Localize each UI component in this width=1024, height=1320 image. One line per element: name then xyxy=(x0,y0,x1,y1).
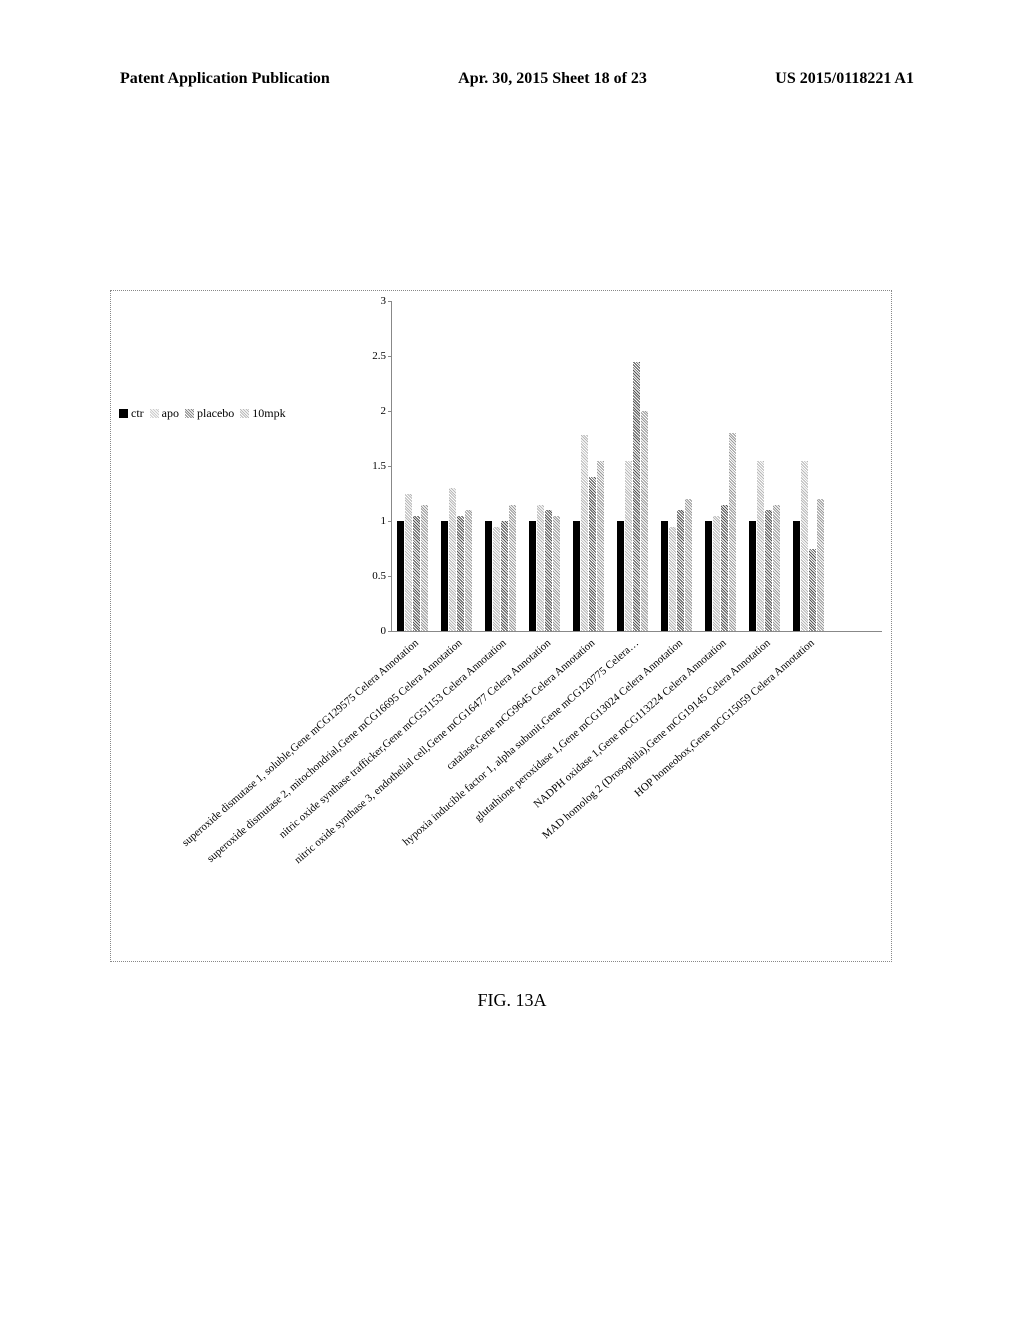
bar xyxy=(413,516,420,632)
legend-label: 10mpk xyxy=(252,406,285,421)
bar xyxy=(749,521,756,631)
y-tick-mark xyxy=(388,631,392,632)
bar xyxy=(817,499,824,631)
y-tick-mark xyxy=(388,356,392,357)
bar-group xyxy=(705,433,737,631)
bar xyxy=(457,516,464,632)
bar xyxy=(449,488,456,631)
y-tick-label: 0 xyxy=(381,625,387,637)
bar xyxy=(581,435,588,631)
bar xyxy=(661,521,668,631)
bar xyxy=(801,461,808,632)
bar-group xyxy=(749,461,781,632)
bar xyxy=(573,521,580,631)
chart-plot-area: 00.511.522.53superoxide dismutase 1, sol… xyxy=(391,301,882,632)
bar xyxy=(553,516,560,632)
bar xyxy=(529,521,536,631)
bar xyxy=(705,521,712,631)
bar xyxy=(589,477,596,631)
bar xyxy=(633,362,640,632)
legend-item: apo xyxy=(150,406,179,421)
y-tick-mark xyxy=(388,576,392,577)
bar xyxy=(641,411,648,631)
bar xyxy=(677,510,684,631)
bar xyxy=(545,510,552,631)
legend-label: placebo xyxy=(197,406,234,421)
y-tick-label: 1 xyxy=(381,515,387,527)
header-right: US 2015/0118221 A1 xyxy=(775,70,914,88)
bar-group xyxy=(441,488,473,631)
bar-group xyxy=(485,505,517,632)
bar xyxy=(405,494,412,632)
bar-group xyxy=(661,499,693,631)
header-mid: Apr. 30, 2015 Sheet 18 of 23 xyxy=(458,70,647,88)
y-tick-label: 0.5 xyxy=(372,570,386,582)
bar xyxy=(441,521,448,631)
bar xyxy=(721,505,728,632)
bar xyxy=(809,549,816,632)
bar xyxy=(493,527,500,632)
bar xyxy=(713,516,720,632)
legend-item: ctr xyxy=(119,406,144,421)
bar-group xyxy=(573,435,605,631)
bar xyxy=(685,499,692,631)
bar xyxy=(501,521,508,631)
bar-group xyxy=(793,461,825,632)
y-tick-mark xyxy=(388,411,392,412)
legend-label: apo xyxy=(162,406,179,421)
header-left: Patent Application Publication xyxy=(120,70,330,88)
legend-item: placebo xyxy=(185,406,234,421)
y-tick-mark xyxy=(388,521,392,522)
chart-container: ctr apo placebo 10mpk 00.511.522.53superoxi… xyxy=(110,290,892,962)
bar xyxy=(617,521,624,631)
bar xyxy=(421,505,428,632)
legend-item: 10mpk xyxy=(240,406,285,421)
bar-group xyxy=(529,505,561,632)
y-tick-label: 3 xyxy=(381,295,387,307)
bar-group xyxy=(397,494,429,632)
bar xyxy=(765,510,772,631)
figure-caption: FIG. 13A xyxy=(0,990,1024,1011)
y-tick-mark xyxy=(388,466,392,467)
legend-swatch xyxy=(240,409,249,418)
bar xyxy=(597,461,604,632)
x-category-label: glutathione peroxidase 1,Gene mCG13024 C… xyxy=(472,637,685,824)
bar-group xyxy=(617,362,649,632)
y-tick-label: 1.5 xyxy=(372,460,386,472)
chart-legend: ctr apo placebo 10mpk xyxy=(119,406,290,421)
bar xyxy=(773,505,780,632)
legend-swatch xyxy=(150,409,159,418)
legend-label: ctr xyxy=(131,406,144,421)
bar xyxy=(397,521,404,631)
y-tick-mark xyxy=(388,301,392,302)
bar xyxy=(757,461,764,632)
legend-swatch xyxy=(119,409,128,418)
bar xyxy=(537,505,544,632)
bar xyxy=(465,510,472,631)
y-tick-label: 2.5 xyxy=(372,350,386,362)
bar xyxy=(669,527,676,632)
y-tick-label: 2 xyxy=(381,405,387,417)
bar xyxy=(509,505,516,632)
bar xyxy=(485,521,492,631)
legend-swatch xyxy=(185,409,194,418)
bar xyxy=(793,521,800,631)
bar xyxy=(625,461,632,632)
bar xyxy=(729,433,736,631)
